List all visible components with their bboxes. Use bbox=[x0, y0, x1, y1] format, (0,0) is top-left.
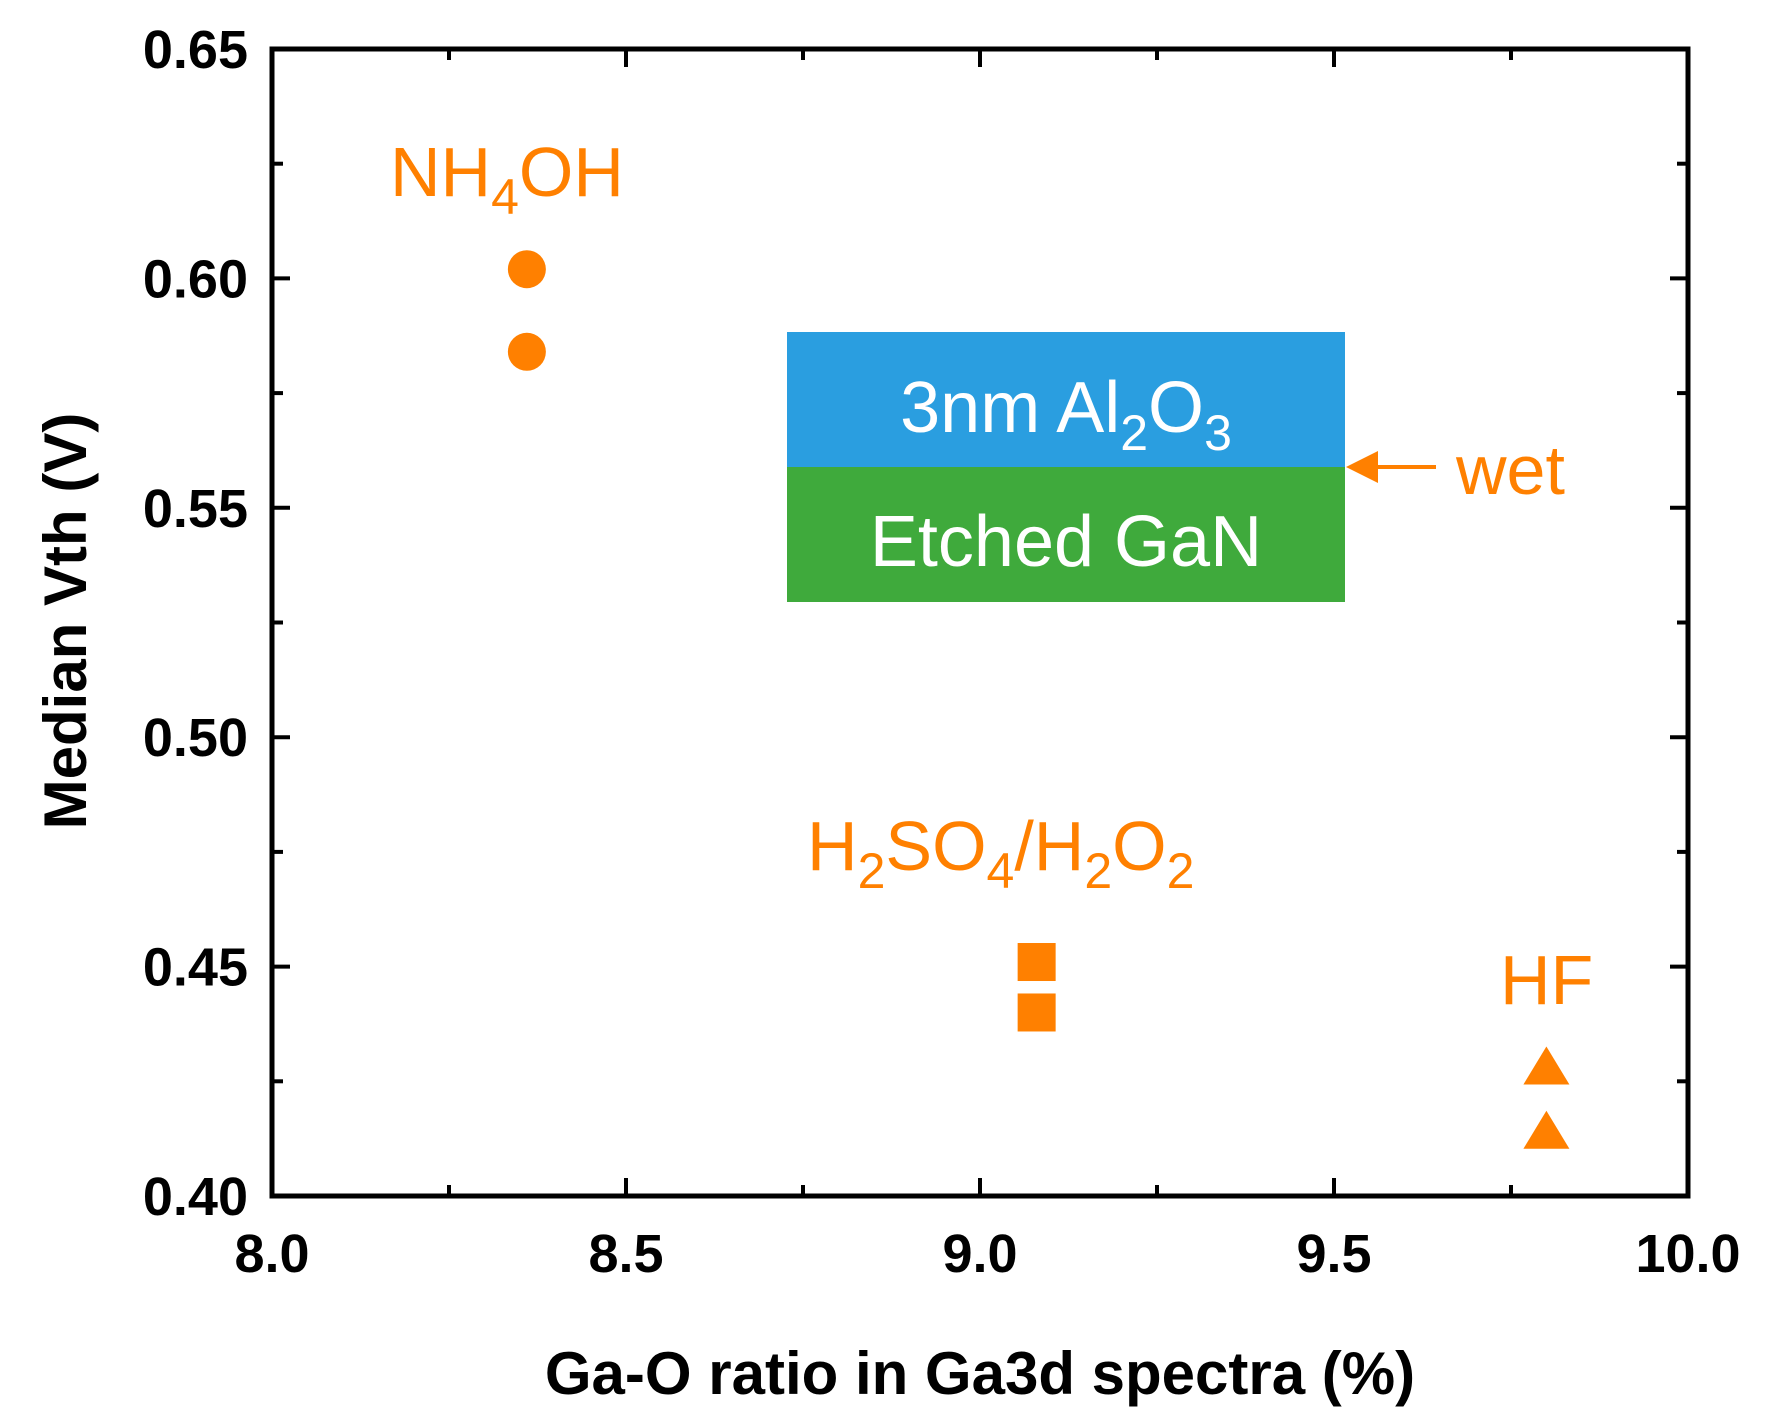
plot-frame bbox=[269, 46, 1691, 1199]
hf-label: HF bbox=[1500, 941, 1593, 1019]
wet-label: wet bbox=[1455, 431, 1565, 509]
etched-gan-layer-label: Etched GaN bbox=[870, 502, 1262, 582]
y-tick-label: 0.50 bbox=[143, 708, 248, 768]
point-circle bbox=[507, 332, 546, 371]
x-tick-label: 10.0 bbox=[1635, 1224, 1740, 1284]
point-circle bbox=[507, 250, 546, 289]
point-triangle bbox=[1523, 1046, 1570, 1085]
y-tick-label: 0.55 bbox=[143, 479, 248, 539]
etched-gan-layer bbox=[787, 467, 1345, 602]
al2o3-layer-label: 3nm Al2O3 bbox=[900, 368, 1232, 461]
layer-stack-inset: 3nm Al2O3 Etched GaN bbox=[787, 332, 1345, 602]
wet-arrow-head bbox=[1346, 451, 1378, 483]
nh4oh-label: NH4OH bbox=[390, 133, 624, 225]
data-points bbox=[507, 250, 1570, 1149]
y-tick-label: 0.60 bbox=[143, 249, 248, 309]
axis-ticks bbox=[270, 47, 1690, 1198]
y-tick-label: 0.40 bbox=[143, 1167, 248, 1227]
x-axis-title: Ga-O ratio in Ga3d spectra (%) bbox=[545, 1340, 1415, 1407]
y-tick-labels: 0.40 0.45 0.50 0.55 0.60 0.65 bbox=[143, 20, 248, 1227]
point-square bbox=[1017, 993, 1056, 1032]
x-tick-label: 9.5 bbox=[1296, 1224, 1371, 1284]
point-square bbox=[1017, 943, 1056, 982]
y-axis-title: Median Vth (V) bbox=[32, 413, 99, 830]
x-tick-labels: 8.0 8.5 9.0 9.5 10.0 bbox=[234, 1224, 1740, 1284]
h2so4-h2o2-label: H2SO4/H2O2 bbox=[807, 807, 1194, 899]
point-triangle bbox=[1523, 1110, 1570, 1149]
y-tick-label: 0.65 bbox=[143, 20, 248, 80]
x-tick-label: 8.0 bbox=[234, 1224, 309, 1284]
x-tick-label: 9.0 bbox=[942, 1224, 1017, 1284]
wet-arrow-annotation: wet bbox=[1346, 431, 1565, 509]
x-tick-label: 8.5 bbox=[588, 1224, 663, 1284]
al2o3-layer bbox=[787, 332, 1345, 467]
y-tick-label: 0.45 bbox=[143, 938, 248, 998]
